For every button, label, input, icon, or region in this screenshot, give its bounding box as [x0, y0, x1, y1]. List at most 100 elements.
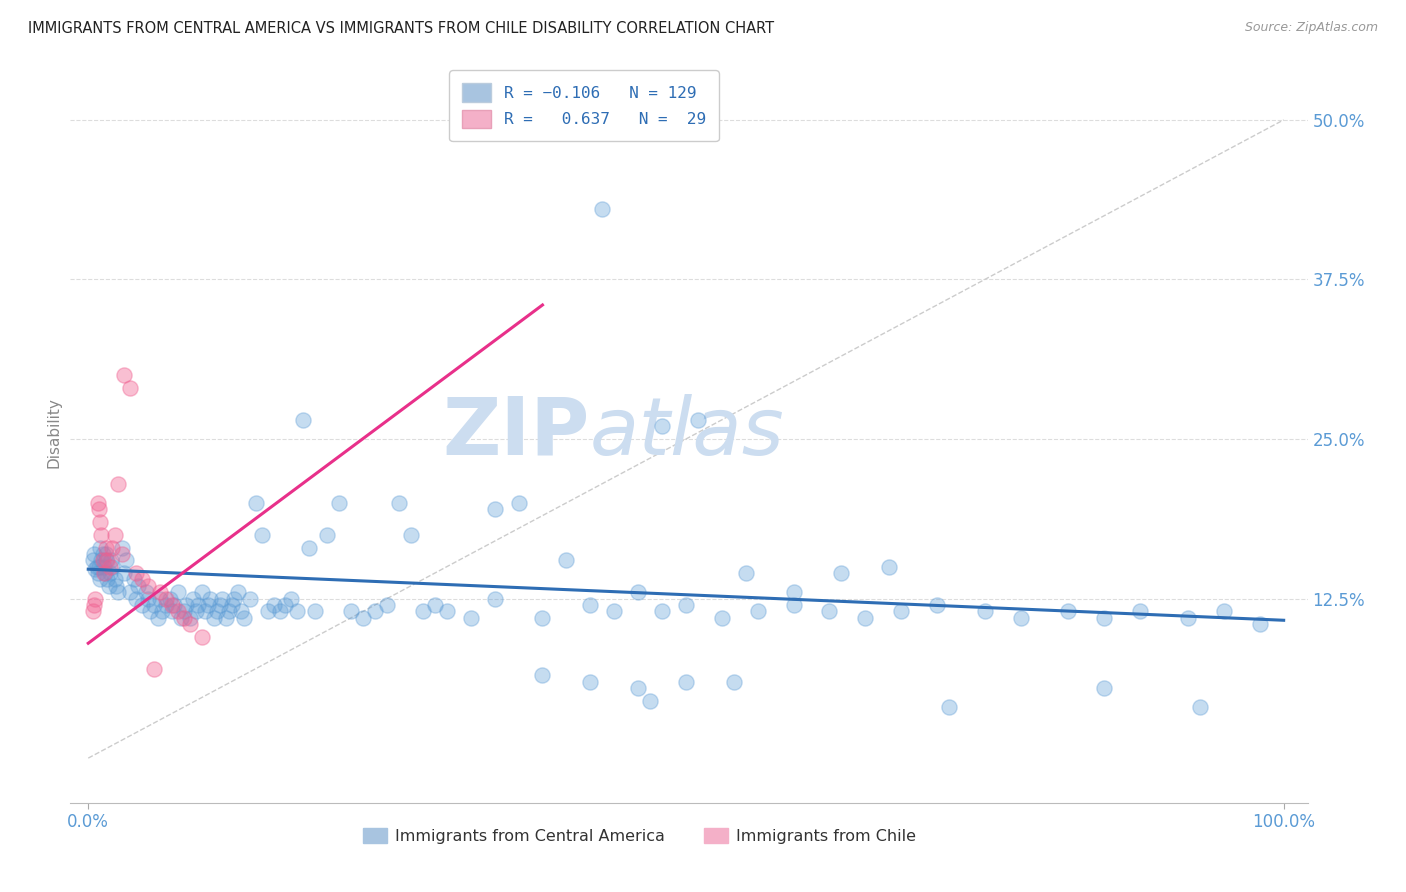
Point — [973, 604, 995, 618]
Point — [782, 598, 804, 612]
Point — [627, 585, 650, 599]
Point — [198, 591, 221, 606]
Point — [1188, 700, 1211, 714]
Point — [215, 611, 238, 625]
Point — [174, 598, 197, 612]
Point — [853, 611, 876, 625]
Point — [96, 553, 118, 567]
Point — [150, 604, 173, 618]
Point — [287, 604, 309, 618]
Point — [208, 598, 231, 612]
Point — [508, 496, 530, 510]
Point — [232, 611, 254, 625]
Point — [211, 591, 233, 606]
Point — [120, 381, 142, 395]
Point — [184, 604, 207, 618]
Point — [160, 598, 183, 612]
Point — [723, 674, 745, 689]
Point — [89, 541, 111, 555]
Point — [531, 611, 554, 625]
Point — [87, 502, 110, 516]
Point — [269, 604, 291, 618]
Point — [222, 591, 245, 606]
Point — [399, 527, 422, 541]
Point — [90, 527, 112, 541]
Point — [818, 604, 841, 618]
Point — [107, 476, 129, 491]
Point — [135, 585, 157, 599]
Point — [103, 573, 125, 587]
Point — [87, 559, 110, 574]
Point — [167, 585, 190, 599]
Point — [226, 585, 249, 599]
Point — [197, 598, 219, 612]
Point — [139, 604, 162, 618]
Point — [364, 604, 387, 618]
Point — [627, 681, 650, 695]
Point — [89, 573, 111, 587]
Point — [890, 604, 912, 618]
Point — [412, 604, 434, 618]
Point — [136, 591, 159, 606]
Point — [304, 604, 326, 618]
Point — [877, 559, 900, 574]
Point — [107, 585, 129, 599]
Point — [143, 598, 166, 612]
Point — [82, 553, 104, 567]
Point — [298, 541, 321, 555]
Point — [194, 604, 217, 618]
Point — [84, 562, 107, 576]
Point — [375, 598, 398, 612]
Point — [84, 591, 107, 606]
Point — [94, 566, 117, 580]
Point — [96, 553, 118, 567]
Legend: Immigrants from Central America, Immigrants from Chile: Immigrants from Central America, Immigra… — [356, 822, 922, 850]
Point — [87, 496, 110, 510]
Point — [423, 598, 446, 612]
Point — [96, 573, 118, 587]
Point — [638, 694, 661, 708]
Point — [136, 579, 159, 593]
Point — [122, 573, 145, 587]
Point — [830, 566, 852, 580]
Point — [191, 585, 214, 599]
Point — [328, 496, 350, 510]
Point — [103, 527, 125, 541]
Text: Source: ZipAtlas.com: Source: ZipAtlas.com — [1244, 21, 1378, 34]
Point — [120, 585, 142, 599]
Point — [91, 553, 114, 567]
Point — [93, 566, 115, 580]
Point — [83, 547, 105, 561]
Text: atlas: atlas — [591, 393, 785, 472]
Point — [159, 591, 181, 606]
Point — [98, 566, 121, 580]
Text: IMMIGRANTS FROM CENTRAL AMERICA VS IMMIGRANTS FROM CHILE DISABILITY CORRELATION : IMMIGRANTS FROM CENTRAL AMERICA VS IMMIG… — [28, 21, 775, 36]
Point — [340, 604, 363, 618]
Point — [1249, 617, 1271, 632]
Point — [651, 604, 673, 618]
Point — [87, 566, 110, 580]
Point — [86, 559, 108, 574]
Point — [1212, 604, 1234, 618]
Point — [104, 579, 127, 593]
Point — [651, 419, 673, 434]
Point — [263, 598, 285, 612]
Point — [93, 559, 115, 574]
Point — [591, 202, 613, 217]
Point — [98, 559, 121, 574]
Point — [160, 604, 183, 618]
Point — [579, 598, 602, 612]
Point — [686, 413, 709, 427]
Point — [436, 604, 458, 618]
Point — [1057, 604, 1080, 618]
Point — [218, 604, 240, 618]
Point — [127, 579, 149, 593]
Point — [675, 598, 697, 612]
Point — [155, 591, 177, 606]
Point — [1092, 681, 1115, 695]
Point — [245, 496, 267, 510]
Point — [292, 413, 315, 427]
Point — [101, 559, 124, 574]
Point — [100, 553, 122, 567]
Point — [202, 611, 225, 625]
